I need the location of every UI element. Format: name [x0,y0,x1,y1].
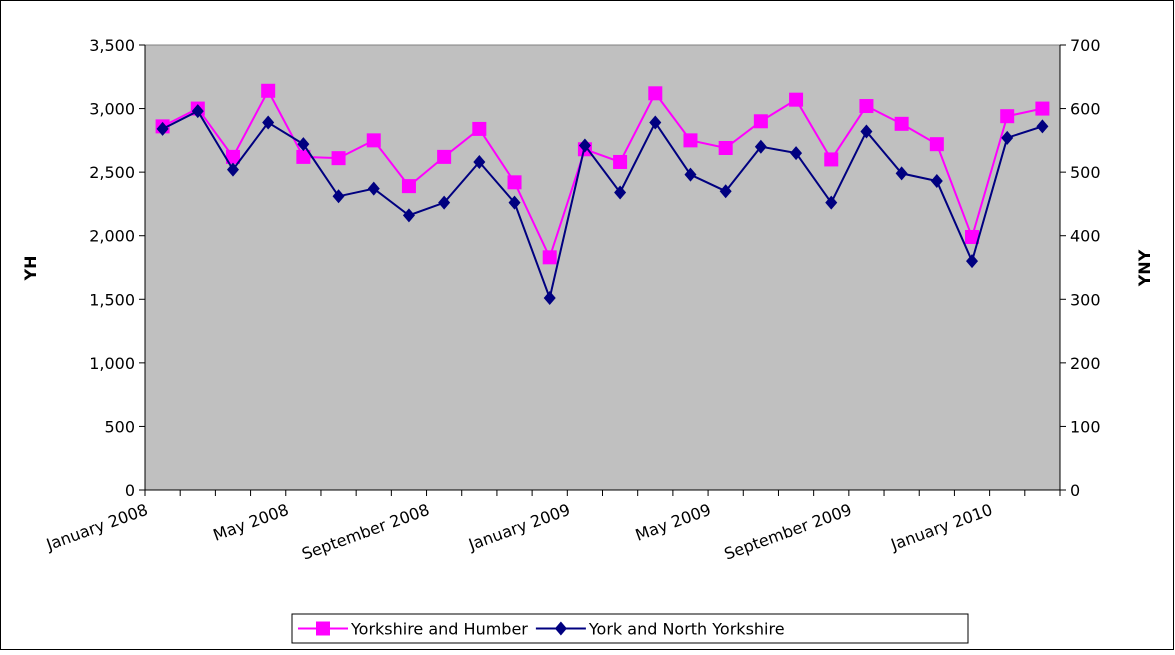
marker [648,86,663,101]
y2-tick-label: 0 [1070,481,1080,500]
y-tick-label: 0 [125,481,135,500]
marker [860,124,873,139]
marker [859,99,874,114]
marker [316,621,330,636]
legend [291,613,969,644]
marker [578,138,591,153]
marker [718,140,733,155]
marker [262,115,275,130]
y2-tick-label: 200 [1070,354,1101,373]
marker [719,184,732,199]
marker [473,154,486,169]
marker [554,621,567,636]
marker [895,166,908,181]
y-tick-label: 1,500 [89,290,135,309]
marker [614,185,627,200]
marker [507,175,522,190]
marker [894,116,909,131]
marker [297,137,310,152]
marker [1036,119,1049,134]
marker [508,195,521,210]
marker [683,133,698,148]
y-tick-label: 3,500 [89,36,135,55]
marker [332,189,345,204]
legend-label: Yorkshire and Humber [350,620,528,639]
y-axis-label: YH [21,256,40,282]
y-tick-label: 2,000 [89,227,135,246]
y-tick-label: 500 [104,417,135,436]
marker [1000,109,1015,124]
y2-tick-label: 300 [1070,290,1101,309]
plot-area [144,44,1061,491]
y2-tick-label: 500 [1070,163,1101,182]
y2-tick-label: 100 [1070,417,1101,436]
y2-tick-label: 700 [1070,36,1101,55]
y2-axis-label: YNY [1135,249,1154,287]
marker [965,229,980,244]
marker [437,149,452,164]
marker [401,179,416,194]
marker [438,195,451,210]
y-tick-label: 2,500 [89,163,135,182]
marker [225,149,240,164]
marker [649,115,662,130]
marker [1001,130,1014,145]
marker [543,291,556,306]
marker [684,167,697,182]
marker [191,104,204,119]
marker [824,152,839,167]
marker [613,154,628,169]
marker [789,92,804,107]
marker [366,133,381,148]
marker [156,121,169,136]
marker [1035,101,1050,116]
marker [472,121,487,136]
marker [754,139,767,154]
marker [402,208,415,223]
marker [790,146,803,161]
marker [753,114,768,129]
marker [367,181,380,196]
series-line [162,109,1043,302]
y2-tick-label: 600 [1070,100,1101,119]
y-tick-label: 3,000 [89,100,135,119]
marker [825,195,838,210]
marker [930,174,943,189]
marker [226,162,239,177]
marker [261,83,276,98]
marker [296,149,311,164]
legend-label: York and North Yorkshire [588,620,785,639]
y-tick-label: 1,000 [89,354,135,373]
y2-tick-label: 400 [1070,227,1101,246]
marker [331,151,346,166]
marker [929,137,944,152]
marker [542,250,557,265]
marker [966,254,979,269]
